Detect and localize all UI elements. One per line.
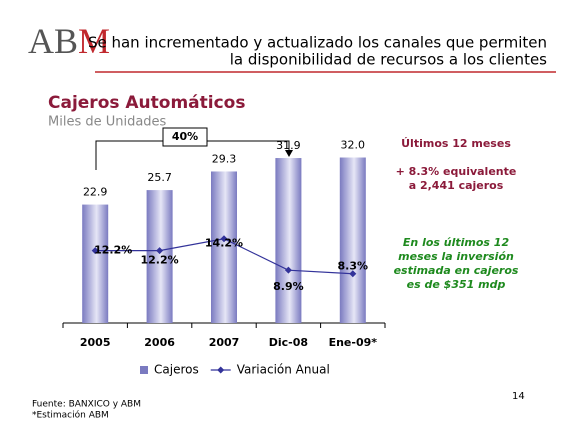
x-tick-label: 2005	[80, 336, 111, 349]
legend-swatch	[140, 366, 148, 374]
bar-value-label: 31.9	[276, 139, 301, 152]
legend-marker	[217, 366, 225, 374]
x-tick-label: Dic-08	[269, 336, 308, 349]
footnote: *Estimación ABM	[32, 410, 109, 421]
line-marker	[349, 270, 357, 278]
x-tick-label: 2007	[209, 336, 240, 349]
line-value-label: 8.9%	[273, 280, 304, 293]
bar-value-label: 29.3	[212, 152, 237, 165]
bar	[211, 171, 237, 323]
header-title: Se han incrementado y actualizado los ca…	[88, 34, 547, 52]
growth-label: 40%	[172, 130, 198, 143]
bar-value-label: 25.7	[147, 171, 172, 184]
chart-subtitle: Miles de Unidades	[48, 115, 167, 130]
line-value-label: 12.2%	[141, 254, 179, 267]
line-marker	[220, 235, 228, 243]
footnote: Fuente: BANXICO y ABM	[32, 400, 141, 410]
x-tick-label: 2006	[144, 336, 175, 349]
note-text: + 8.3% equivalente	[396, 165, 517, 178]
legend-label: Cajeros	[154, 363, 199, 377]
chart-title: Cajeros Automáticos	[48, 93, 245, 113]
bar-value-label: 22.9	[83, 186, 108, 199]
line-value-label: 14.2%	[205, 237, 243, 250]
line-value-label: 8.3%	[338, 260, 369, 273]
growth-box	[162, 127, 208, 147]
note-text: estimada en cajeros	[394, 264, 519, 277]
logo: ABM	[28, 21, 110, 61]
note-text: meses la inversión	[398, 250, 514, 263]
x-tick-label: Ene-09*	[329, 336, 378, 349]
line-value-label: 12.2%	[94, 244, 132, 257]
note-text: En los últimos 12	[403, 236, 510, 249]
bar	[275, 158, 302, 323]
growth-arrow	[285, 150, 293, 157]
header-title: la disponibilidad de recursos a los clie…	[230, 51, 547, 69]
page-number: 14	[512, 391, 525, 402]
line-marker	[156, 247, 164, 255]
bar-value-label: 32.0	[341, 139, 366, 152]
legend-label: Variación Anual	[237, 363, 330, 377]
bar	[339, 157, 366, 323]
note-heading: Últimos 12 meses	[401, 137, 511, 150]
note-text: a 2,441 cajeros	[409, 179, 504, 192]
line-marker	[91, 247, 99, 255]
line-marker	[284, 266, 292, 274]
bar	[82, 204, 109, 323]
note-text: es de $351 mdp	[407, 278, 506, 291]
bar	[146, 190, 173, 323]
